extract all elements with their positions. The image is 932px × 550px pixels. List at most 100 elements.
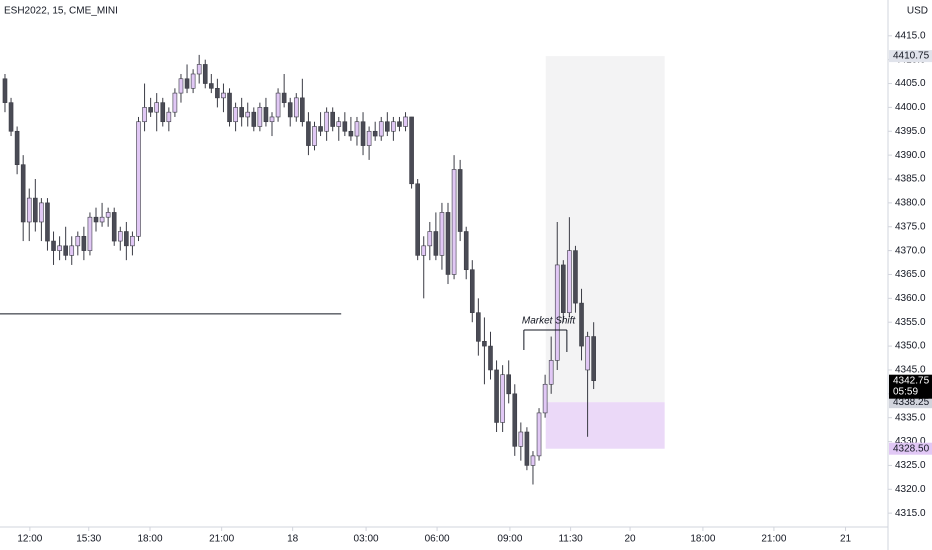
annotation: Market Shift [522, 316, 577, 327]
candle-body [445, 212, 451, 275]
candle-body [360, 121, 366, 146]
y-tick-label: 4395.0 [895, 126, 926, 137]
candle-body [111, 212, 117, 242]
y-tick-label: 4315.0 [895, 508, 926, 519]
zone [545, 402, 665, 449]
candle-body [506, 374, 511, 395]
candle-body [269, 116, 275, 123]
candle-body [306, 121, 311, 146]
y-tick-label: 4335.0 [895, 412, 926, 423]
candle-body [209, 83, 214, 89]
candle-body [14, 130, 20, 165]
candle-body [257, 107, 263, 127]
price-label: 4328.50 [893, 443, 930, 454]
candle-body [548, 360, 554, 385]
candle-body [457, 169, 463, 232]
candle-body [530, 455, 536, 466]
candle-body [451, 169, 457, 275]
candle-body [8, 102, 14, 132]
candle-body [463, 231, 469, 271]
price-label-box [889, 396, 932, 409]
candle-body [227, 92, 232, 123]
candle-body [57, 245, 62, 251]
candle-body [275, 92, 281, 118]
candle-body [39, 202, 44, 223]
candle-body [117, 231, 123, 242]
candle-body [518, 431, 524, 447]
candle-body [378, 121, 384, 137]
candle-body [415, 183, 420, 256]
candle-body [433, 231, 439, 256]
price-label: 4410.75 [893, 51, 930, 62]
y-tick-label: 4415.0 [895, 30, 926, 41]
candle-body [585, 336, 590, 371]
candle-body [160, 102, 166, 123]
candle-body [324, 111, 329, 132]
candle-body [476, 312, 481, 342]
candle-body [51, 240, 56, 251]
x-tick-label: 09:00 [497, 534, 522, 545]
y-tick-label: 4365.0 [895, 269, 926, 280]
candle-body [281, 92, 287, 103]
price-label: 4342.75 [893, 375, 930, 386]
candle-body [494, 369, 499, 423]
x-tick-label: 12:00 [17, 534, 42, 545]
candle-body [348, 130, 354, 137]
candle-body [542, 383, 548, 414]
y-tick-label: 4405.0 [895, 78, 926, 89]
price-label-box [889, 50, 932, 63]
price-label: 4338.25 [893, 397, 930, 408]
x-tick-label: 21:00 [209, 534, 234, 545]
x-tick-label: 20 [625, 534, 637, 545]
candle-body [579, 302, 584, 347]
candle-body [63, 245, 68, 256]
candle-body [488, 345, 493, 371]
y-tick-label: 4355.0 [895, 317, 926, 328]
y-tick-label: 4350.0 [895, 341, 926, 352]
y-tick-label: 4345.0 [895, 365, 926, 376]
candle-body [166, 111, 172, 123]
candle-body [561, 264, 566, 313]
candle-body [300, 97, 305, 123]
candle-body [524, 431, 530, 466]
candle-body [190, 73, 196, 89]
candle-body [427, 231, 433, 247]
candle-body [196, 64, 202, 75]
candle-body [366, 130, 372, 146]
countdown: 05:59 [893, 386, 918, 397]
candle-body [391, 121, 396, 132]
candle-body [482, 341, 487, 347]
candle-body [342, 121, 348, 132]
candle-body [2, 78, 8, 103]
candle-body [287, 102, 293, 118]
x-tick-label: 18 [287, 534, 299, 545]
candle-body [251, 111, 257, 127]
candle-body [202, 64, 208, 84]
candle-body [512, 393, 518, 447]
candle-body [154, 102, 159, 113]
price-label-box [889, 442, 932, 455]
chart-title: ESH2022, 15, CME_MINI [4, 6, 118, 17]
candle-body [318, 126, 323, 132]
candle-body [99, 216, 105, 223]
candle-body [130, 235, 135, 247]
y-tick-label: 4375.0 [895, 221, 926, 232]
candle-body [93, 216, 99, 223]
y-tick-label: 4400.0 [895, 102, 926, 113]
y-tick-label: 4320.0 [895, 484, 926, 495]
candle-body [172, 92, 178, 113]
x-tick-label: 06:00 [425, 534, 450, 545]
candle-body [221, 92, 226, 99]
x-tick-label: 18:00 [138, 534, 163, 545]
x-tick-label: 03:00 [354, 534, 379, 545]
candle-body [293, 97, 299, 118]
candle-body [45, 202, 50, 242]
candle-body [554, 264, 560, 361]
candle-body [69, 245, 75, 256]
candle-body [354, 121, 360, 137]
candle-body [372, 130, 378, 137]
candle-body [573, 250, 578, 304]
candle-body [33, 197, 38, 223]
candle-body [81, 235, 87, 251]
